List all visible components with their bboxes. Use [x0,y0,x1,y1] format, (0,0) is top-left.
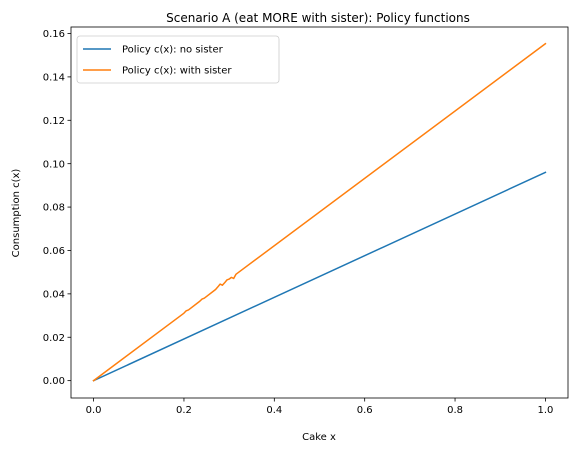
y-tick-label: 0.16 [43,29,65,40]
series-line-2 [92,42,547,382]
x-tick-label: 0.0 [86,405,102,416]
y-tick-label: 0.08 [43,203,65,214]
y-tick-label: 0.02 [43,333,65,344]
x-tick-label: 0.4 [266,405,282,416]
y-tick-label: 0.00 [43,376,65,387]
legend-label-2: Policy c(x): with sister [122,66,232,77]
y-tick-label: 0.06 [43,246,65,257]
y-tick-label: 0.12 [43,116,65,127]
x-axis-label: Cake x [302,432,336,443]
series-layer [92,42,547,382]
y-tick-label: 0.14 [43,73,65,84]
series-line-1 [92,171,547,382]
y-tick-label: 0.10 [43,159,65,170]
legend: Policy c(x): no sister Policy c(x): with … [76,35,280,84]
axes-frame [70,26,569,399]
legend-frame [76,35,280,84]
y-axis-label: Consumption c(x) [11,169,22,258]
y-tick-label: 0.04 [43,289,65,300]
axes-layer: 0.0 0.2 0.4 0.6 0.8 1.0 0.00 0.02 0.04 0.06 0.08 0.… [43,26,569,416]
legend-label-1: Policy c(x): no sister [122,45,224,56]
chart-title: Scenario A (eat MORE with sister): Polic… [166,11,470,25]
x-tick-label: 0.6 [357,405,373,416]
x-tick-label: 0.2 [176,405,192,416]
x-tick-label: 1.0 [537,405,553,416]
x-tick-label: 0.8 [447,405,463,416]
